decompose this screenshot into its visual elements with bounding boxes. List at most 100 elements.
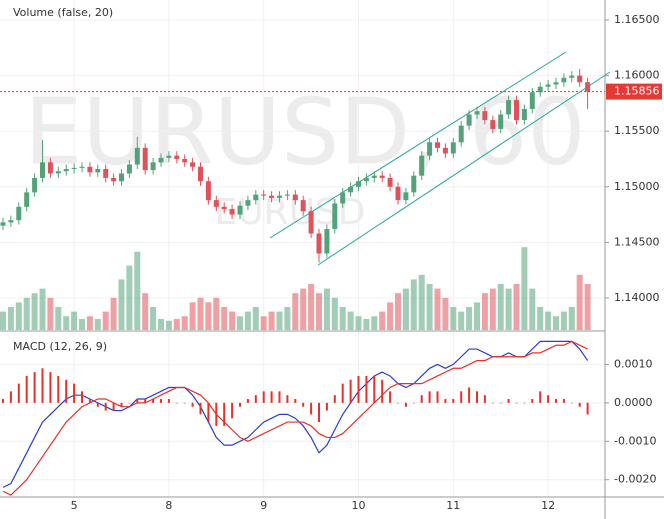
- candle-body: [71, 167, 77, 170]
- candle-body: [498, 114, 504, 129]
- candle-body: [221, 206, 227, 210]
- candle-body: [308, 211, 314, 234]
- volume-bar: [134, 251, 141, 330]
- candle-body: [190, 162, 196, 167]
- candle-body: [16, 206, 22, 221]
- macd-histogram-bar: [136, 399, 139, 403]
- candle-body: [277, 195, 282, 198]
- x-tick-label: 8: [165, 499, 172, 512]
- candle-body: [363, 177, 369, 182]
- candle-body: [340, 192, 346, 204]
- macd-histogram-bar: [325, 402, 328, 411]
- macd-histogram-bar: [586, 402, 589, 415]
- x-tick-label: 10: [352, 499, 366, 512]
- y-tick-label: 1.14500: [614, 235, 660, 248]
- macd-histogram-bar: [167, 399, 170, 403]
- candle-body: [356, 181, 361, 187]
- candle-body: [442, 147, 448, 154]
- volume-bar: [560, 311, 567, 330]
- macd-histogram-bar: [570, 402, 573, 404]
- candle-body: [261, 194, 267, 196]
- volume-bar: [300, 288, 307, 330]
- volume-bar: [118, 279, 125, 330]
- volume-bar: [142, 293, 149, 330]
- x-tick-label: 9: [260, 499, 267, 512]
- volume-bar: [150, 307, 157, 330]
- channel-upper: [269, 51, 567, 239]
- macd-histogram-bar: [160, 399, 162, 403]
- macd-histogram-bar: [428, 391, 431, 403]
- macd-histogram-bar: [2, 399, 4, 403]
- candle-body: [387, 177, 393, 187]
- volume-bar: [158, 318, 164, 330]
- macd-histogram-bar: [389, 391, 392, 403]
- macd-histogram-bar: [207, 402, 210, 423]
- volume-bar: [173, 318, 180, 330]
- macd-histogram-bar: [191, 402, 194, 407]
- candle-body: [577, 75, 583, 83]
- candle-body: [411, 175, 417, 193]
- volume-bar: [379, 311, 386, 330]
- volume-bar: [489, 288, 496, 330]
- volume-bar: [458, 311, 465, 330]
- candle-body: [506, 100, 512, 115]
- candle-body: [269, 195, 275, 198]
- macd-title: MACD (12, 26, 9): [13, 340, 107, 353]
- macd-histogram-bar: [175, 402, 178, 404]
- candle-body: [514, 100, 519, 121]
- macd-histogram-bar: [499, 402, 502, 404]
- candle-body: [379, 175, 385, 178]
- candle-body: [103, 169, 109, 178]
- volume-bar: [537, 307, 544, 330]
- macd-histogram-bar: [365, 375, 368, 403]
- volume-title: Volume (false, 20): [13, 6, 113, 19]
- candle-body: [166, 155, 172, 158]
- volume-bar: [568, 307, 575, 330]
- macd-histogram-bar: [9, 391, 12, 403]
- macd-histogram-bar: [539, 391, 542, 403]
- volume-bar: [316, 293, 322, 330]
- candle-body: [521, 108, 527, 121]
- macd-histogram-bar: [460, 391, 463, 403]
- volume-bar: [371, 316, 378, 330]
- macd-histogram-bar: [412, 402, 415, 404]
- volume-bar: [23, 297, 30, 330]
- volume-bar: [221, 307, 228, 330]
- volume-bar: [7, 307, 14, 330]
- volume-bar: [55, 307, 62, 330]
- candle-body: [134, 147, 140, 165]
- x-tick-label: 5: [71, 499, 78, 512]
- macd-histogram-bar: [381, 379, 384, 403]
- macd-histogram-bar: [65, 379, 68, 403]
- candle-body: [450, 142, 456, 154]
- macd-histogram-bar: [404, 402, 407, 407]
- macd-histogram-bar: [357, 375, 360, 403]
- volume-bar: [284, 307, 291, 330]
- volume-bar: [15, 302, 22, 330]
- candle-body: [55, 171, 61, 174]
- macd-histogram-bar: [468, 387, 471, 403]
- macd-histogram-bar: [578, 402, 581, 407]
- macd-histogram-bar: [128, 402, 131, 404]
- volume-bar: [71, 311, 78, 330]
- macd-histogram-bar: [120, 402, 123, 407]
- volume-bar: [402, 288, 409, 330]
- y-tick-label: 1.16000: [614, 69, 660, 82]
- macd-histogram-bar: [215, 402, 218, 426]
- y-tick-label: -0.0010: [614, 434, 656, 447]
- macd-histogram-bar: [483, 395, 486, 403]
- macd-histogram-bar: [341, 383, 344, 403]
- candle-body: [87, 166, 93, 173]
- macd-line: [2, 340, 589, 488]
- macd-histogram-bar: [152, 399, 155, 403]
- candle-body: [371, 175, 377, 178]
- volume-bar: [505, 288, 512, 330]
- macd-histogram-bar: [262, 391, 265, 403]
- candle-body: [482, 111, 488, 121]
- macd-histogram-bar: [25, 375, 28, 403]
- macd-histogram-bar: [476, 391, 478, 403]
- candle-body: [182, 158, 188, 163]
- volume-bar: [276, 311, 283, 330]
- macd-histogram-bar: [17, 383, 20, 403]
- candle-body: [395, 186, 401, 201]
